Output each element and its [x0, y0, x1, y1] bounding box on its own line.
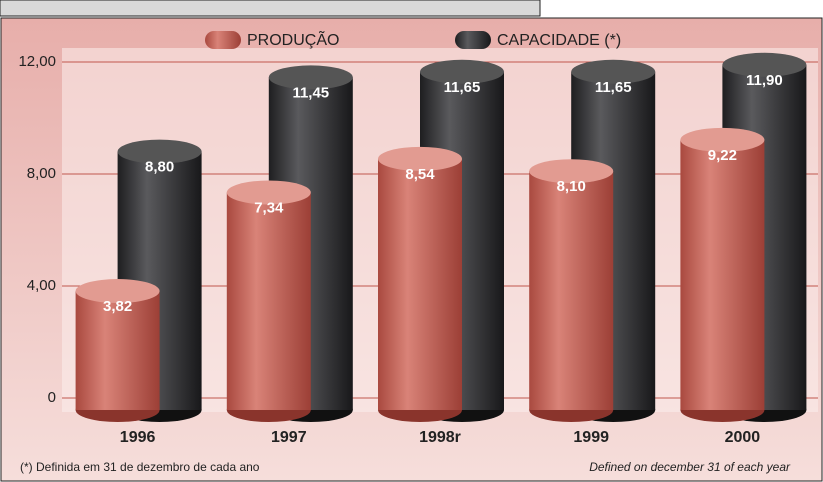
cylinder-top [722, 52, 807, 77]
legend-label: PRODUÇÃO [247, 29, 339, 49]
cylinder-top [75, 279, 160, 304]
cylinder-top [378, 146, 462, 171]
x-tick-label: 1997 [271, 429, 307, 446]
value-label: 8,54 [405, 166, 435, 183]
value-label: 11,45 [292, 84, 329, 101]
top-strip [0, 0, 541, 17]
x-tick-label: 1999 [573, 429, 609, 446]
value-label: 11,65 [444, 79, 481, 96]
legend-swatch [205, 31, 241, 49]
x-tick-label: 1998r [419, 429, 461, 446]
legend-swatch [455, 31, 491, 49]
value-label: 11,65 [595, 79, 632, 96]
x-tick-label: 2000 [725, 429, 761, 446]
cylinder-top [226, 180, 311, 205]
cylinder-top [680, 127, 765, 152]
cylinder-top [571, 59, 656, 84]
value-label: 11,90 [746, 72, 783, 89]
legend-label: CAPACIDADE (*) [497, 32, 621, 49]
cylinder-top [117, 139, 202, 164]
y-tick-label: 4,00 [27, 277, 56, 294]
footnote-right: Defined on december 31 of each year [589, 460, 791, 474]
y-tick-label: 12,00 [18, 53, 56, 70]
bar [680, 139, 765, 410]
y-tick-label: 8,00 [27, 165, 56, 182]
footnote-left: (*) Definida em 31 de dezembro de cada a… [20, 460, 260, 474]
cylinder-top [529, 159, 614, 184]
cylinder-top [420, 59, 504, 84]
y-tick-label: 0 [48, 389, 56, 406]
value-label: 8,10 [557, 178, 586, 195]
value-label: 7,34 [254, 199, 284, 216]
bar [226, 192, 311, 410]
x-tick-label: 1996 [120, 429, 156, 446]
bar [378, 158, 462, 410]
value-label: 8,80 [145, 159, 174, 176]
value-label: 3,82 [103, 298, 132, 315]
cylinder-top [268, 65, 353, 90]
bar [529, 171, 614, 410]
bar [75, 291, 160, 410]
value-label: 9,22 [708, 147, 737, 164]
